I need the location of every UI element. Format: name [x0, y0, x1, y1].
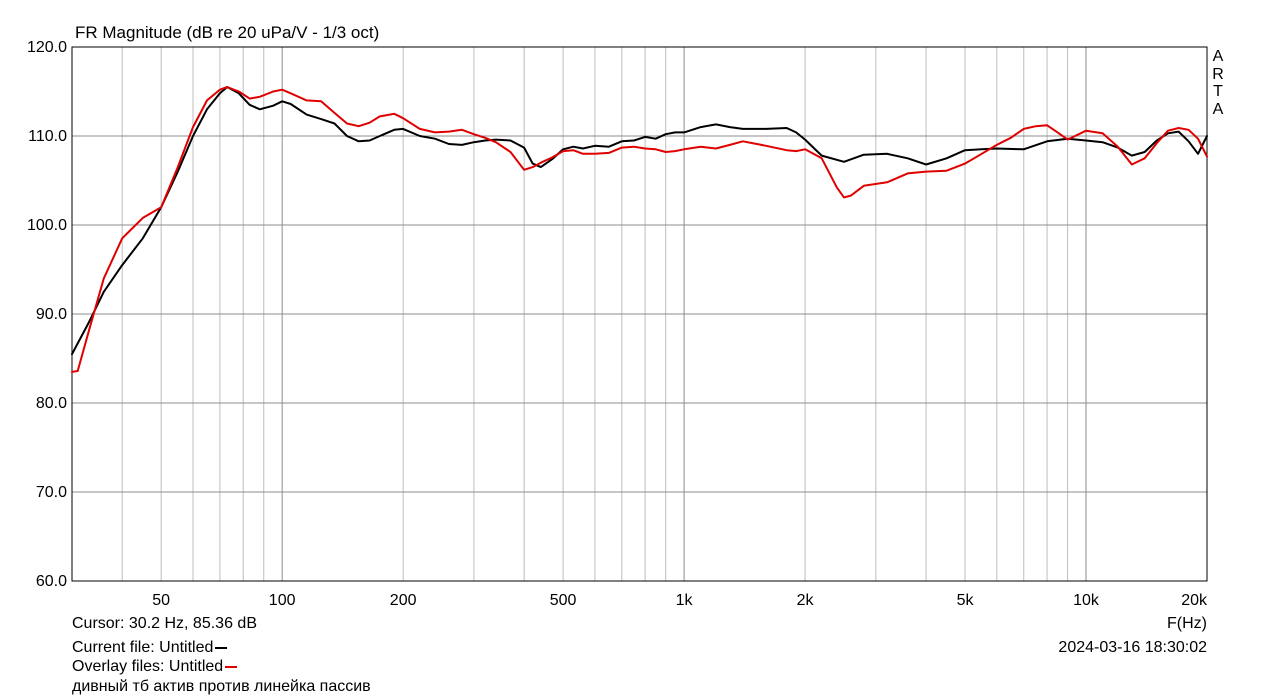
brand-letter: R	[1212, 65, 1224, 83]
grid-lines	[72, 47, 1207, 581]
overlay-files-text: Overlay files: Untitled	[72, 658, 224, 675]
x-tick-label: 1k	[676, 592, 694, 609]
chart-title: FR Magnitude (dB re 20 uPa/V - 1/3 oct)	[75, 23, 380, 42]
y-tick-label: 100.0	[27, 217, 67, 234]
plot-frame	[71, 46, 1208, 582]
x-tick-label: 2k	[797, 592, 815, 609]
x-axis-unit: F(Hz)	[1167, 615, 1207, 632]
x-tick-label: 500	[550, 592, 577, 609]
y-tick-label: 90.0	[36, 306, 67, 323]
y-tick-label: 110.0	[28, 128, 67, 145]
x-tick-labels: 50 100 200 500 1k 2k 5k 10k 20k	[152, 592, 1208, 609]
y-tick-label: 60.0	[36, 573, 67, 590]
y-tick-label: 120.0	[27, 39, 67, 56]
overlay-files-label: Overlay files: Untitled	[72, 657, 238, 676]
y-tick-label: 80.0	[36, 395, 67, 412]
current-file-text: Current file: Untitled	[72, 639, 214, 656]
series-lines	[71, 86, 1208, 373]
current-file-series-line	[71, 86, 1208, 356]
brand-letter: T	[1213, 83, 1223, 100]
overlay-file-series-line	[71, 86, 1208, 373]
brand-letter: A	[1212, 48, 1224, 65]
y-tick-label: 70.0	[36, 484, 67, 501]
x-tick-label: 50	[152, 592, 170, 609]
x-tick-label: 5k	[957, 592, 975, 609]
current-series-swatch	[215, 646, 228, 649]
overlay-series-swatch	[225, 665, 238, 668]
timestamp: 2024-03-16 18:30:02	[1058, 639, 1207, 656]
x-tick-label: 10k	[1073, 592, 1100, 609]
y-tick-labels: 60.0 70.0 80.0 90.0 100.0 110.0 120.0	[27, 39, 67, 590]
comment-text: дивный тб актив против линейка пассив	[72, 678, 371, 695]
cursor-readout: Cursor: 30.2 Hz, 85.36 dB	[72, 615, 257, 632]
current-file-label: Current file: Untitled	[72, 638, 228, 657]
x-tick-label: 20k	[1181, 592, 1208, 609]
brand-letter: A	[1212, 100, 1224, 118]
x-tick-label: 200	[390, 592, 417, 609]
x-tick-label: 100	[269, 592, 296, 609]
